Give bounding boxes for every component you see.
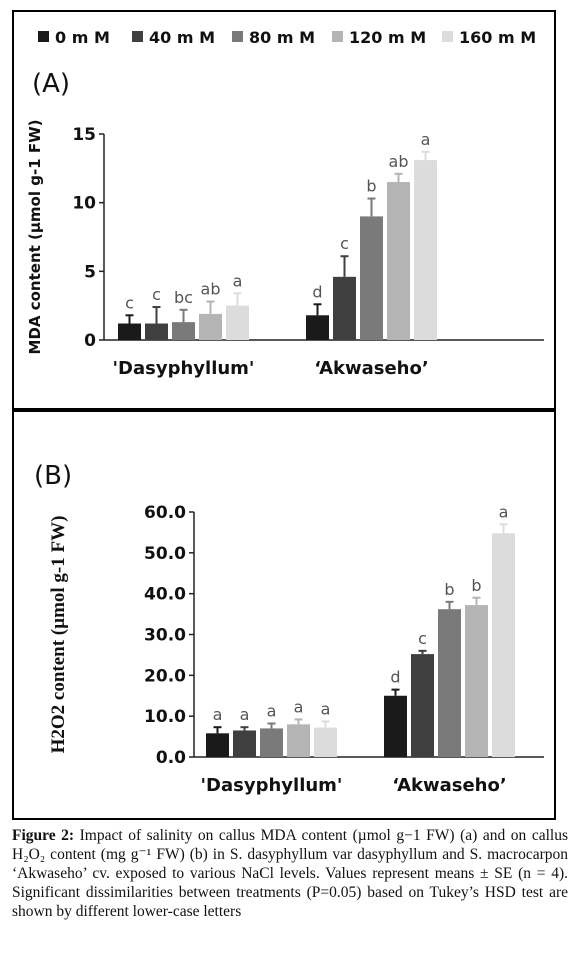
- bar: [387, 182, 410, 340]
- y-tick-label: 10: [72, 194, 96, 214]
- significance-letter: b: [471, 576, 481, 595]
- legend-label: 80 m M: [249, 28, 315, 47]
- caption-text: Impact of salinity on callus MDA content…: [12, 827, 568, 920]
- figure-caption: Figure 2: Impact of salinity on callus M…: [12, 826, 568, 921]
- legend-label: 160 m M: [459, 28, 536, 47]
- significance-letter: a: [421, 130, 431, 149]
- panel-label: (A): [32, 69, 70, 99]
- legend-label: 120 m M: [349, 28, 426, 47]
- significance-letter: d: [312, 282, 322, 301]
- bar: [306, 315, 329, 340]
- bar: [260, 728, 283, 757]
- legend-label: 0 m M: [55, 28, 110, 47]
- legend-swatch: [442, 31, 453, 42]
- bar: [172, 322, 195, 340]
- y-tick-label: 0: [84, 331, 96, 351]
- bar: [226, 305, 249, 340]
- bar: [118, 323, 141, 340]
- significance-letter: c: [125, 293, 134, 312]
- bar: [206, 733, 229, 757]
- significance-letter: b: [366, 177, 376, 196]
- bar: [465, 605, 488, 757]
- bar: [360, 216, 383, 340]
- significance-letter: c: [340, 234, 349, 253]
- significance-letter: a: [321, 699, 331, 718]
- x-category-label: 'Dasyphyllum': [201, 775, 343, 796]
- bar: [414, 160, 437, 340]
- bar: [199, 313, 222, 340]
- y-axis-label: H2O2 content (µmol g-1 FW): [48, 516, 69, 754]
- legend-swatch: [132, 31, 143, 42]
- y-tick-label: 60.0: [144, 503, 186, 523]
- y-tick-label: 5: [84, 262, 96, 282]
- significance-letter: d: [390, 668, 400, 687]
- bar: [145, 323, 168, 340]
- bar: [314, 727, 337, 757]
- panel-b: (B) 0.0 10.0 20.0 30.0 40.0 50.0 60.0 H2O2 conte…: [12, 410, 556, 820]
- h2o2-chart: (B) 0.0 10.0 20.0 30.0 40.0 50.0 60.0 H2O2 conte…: [34, 461, 544, 796]
- bar: [411, 654, 434, 757]
- bar: [384, 695, 407, 757]
- significance-letter: ab: [389, 152, 409, 171]
- significance-letter: bc: [174, 288, 193, 307]
- panel-a: 0 m M 40 m M 80 m M 120 m M 160 m M (A) 0 5 10 15…: [12, 10, 556, 410]
- legend-swatch: [332, 31, 343, 42]
- significance-letter: a: [294, 697, 304, 716]
- panel-label: (B): [34, 461, 72, 491]
- legend-swatch: [232, 31, 243, 42]
- mda-chart: 0 m M 40 m M 80 m M 120 m M 160 m M (A) 0 5 10 15…: [26, 28, 544, 379]
- bar: [287, 724, 310, 757]
- legend-swatch: [38, 31, 49, 42]
- y-axis-label: MDA content (µmol g-1 FW): [26, 120, 44, 355]
- y-tick-label: 0.0: [156, 748, 186, 768]
- significance-letter: a: [213, 705, 223, 724]
- bar: [438, 609, 461, 757]
- significance-letter: a: [240, 705, 250, 724]
- significance-letter: ab: [201, 280, 221, 299]
- x-category-label: 'Dasyphyllum': [113, 358, 255, 379]
- y-tick-label: 40.0: [144, 585, 186, 605]
- significance-letter: b: [444, 580, 454, 599]
- y-tick-label: 10.0: [144, 707, 186, 727]
- significance-letter: c: [152, 285, 161, 304]
- x-category-label: ‘Akwaseho’: [314, 358, 428, 379]
- legend-label: 40 m M: [149, 28, 215, 47]
- y-tick-label: 15: [72, 125, 96, 145]
- significance-letter: c: [418, 629, 427, 648]
- bar: [492, 533, 515, 757]
- x-category-label: ‘Akwaseho’: [392, 775, 506, 796]
- caption-label: Figure 2:: [12, 827, 75, 844]
- significance-letter: a: [499, 502, 509, 521]
- y-tick-label: 30.0: [144, 626, 186, 646]
- y-tick-label: 50.0: [144, 544, 186, 564]
- y-tick-label: 20.0: [144, 666, 186, 686]
- significance-letter: a: [233, 271, 243, 290]
- bar: [233, 730, 256, 757]
- bar: [333, 276, 356, 340]
- significance-letter: a: [267, 702, 277, 721]
